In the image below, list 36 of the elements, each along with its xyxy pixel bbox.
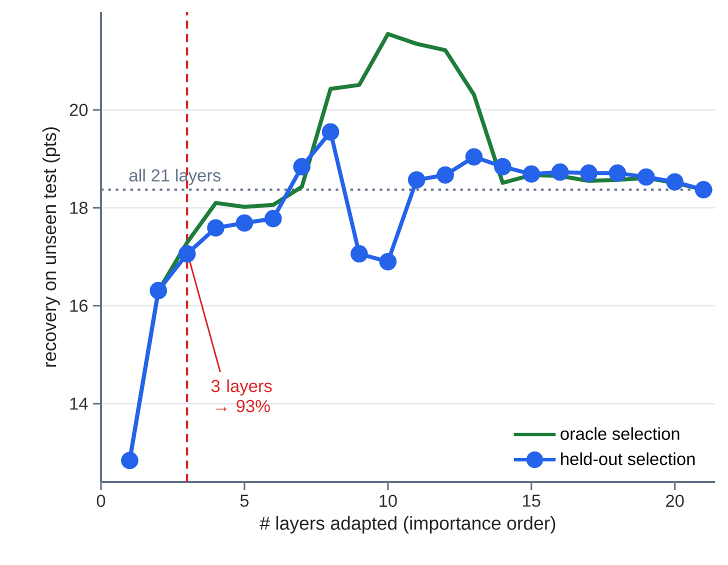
point [694,181,712,198]
x-tick-label: 10 [380,494,397,507]
point [178,245,196,263]
point [608,164,626,182]
y-tick-label: 20 [70,104,88,116]
point [207,219,224,237]
point [580,164,598,182]
point [637,168,655,186]
point [350,245,368,263]
point [465,148,483,166]
x-tick-label: 15 [523,494,540,507]
point [494,158,512,176]
point [322,123,340,141]
y-tick-label: 18 [70,202,88,214]
legend-label: oracle selection [560,427,680,440]
x-axis-title: # layers adapted (importance order) [260,516,556,534]
point [264,210,282,228]
point [293,158,311,176]
x-tick-label: 5 [240,494,249,507]
point [666,173,684,191]
point [522,165,540,183]
legend-label: held-out selection [561,452,695,466]
point [436,166,454,184]
point [150,282,168,300]
point [551,163,569,181]
x-tick-label: 0 [96,494,106,507]
y-axis-title: recovery on unseen test (pts) [42,127,60,367]
point [379,253,397,270]
point [236,214,254,232]
ref-line-label: all 21 layers [129,168,221,186]
y-tick-label: 14 [70,398,88,410]
y-tick-label: 16 [70,300,88,312]
annotation: 3 layers → 93% [211,379,272,412]
point [408,171,426,189]
point [121,452,138,470]
x-tick-label: 20 [666,494,684,507]
